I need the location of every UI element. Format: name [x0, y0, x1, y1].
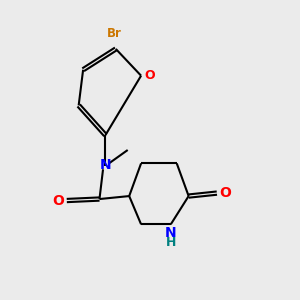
Text: O: O	[52, 194, 64, 208]
Text: H: H	[166, 236, 176, 249]
Text: Br: Br	[107, 27, 122, 40]
Text: O: O	[144, 69, 155, 82]
Text: N: N	[165, 226, 177, 240]
Text: N: N	[100, 158, 111, 172]
Text: O: O	[219, 186, 231, 200]
